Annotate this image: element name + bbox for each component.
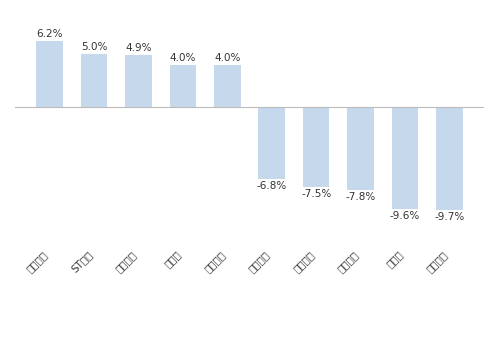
Bar (392, 107, 418, 209)
Text: -7.8%: -7.8% (345, 192, 376, 202)
Bar (214, 65, 241, 107)
Bar (125, 55, 152, 107)
Text: -9.7%: -9.7% (434, 212, 465, 222)
Text: 4.0%: 4.0% (214, 53, 241, 63)
Bar (347, 107, 374, 190)
Bar (81, 54, 107, 107)
Text: 4.0%: 4.0% (170, 53, 196, 63)
Bar (436, 107, 463, 210)
Text: 4.9%: 4.9% (125, 43, 152, 53)
Text: -6.8%: -6.8% (256, 181, 287, 191)
Bar (258, 107, 285, 179)
Text: -9.6%: -9.6% (390, 211, 420, 221)
Text: 5.0%: 5.0% (81, 42, 107, 52)
Text: -7.5%: -7.5% (301, 189, 331, 199)
Bar (303, 107, 329, 187)
Text: 6.2%: 6.2% (36, 29, 63, 39)
Bar (36, 41, 63, 107)
Bar (170, 65, 196, 107)
